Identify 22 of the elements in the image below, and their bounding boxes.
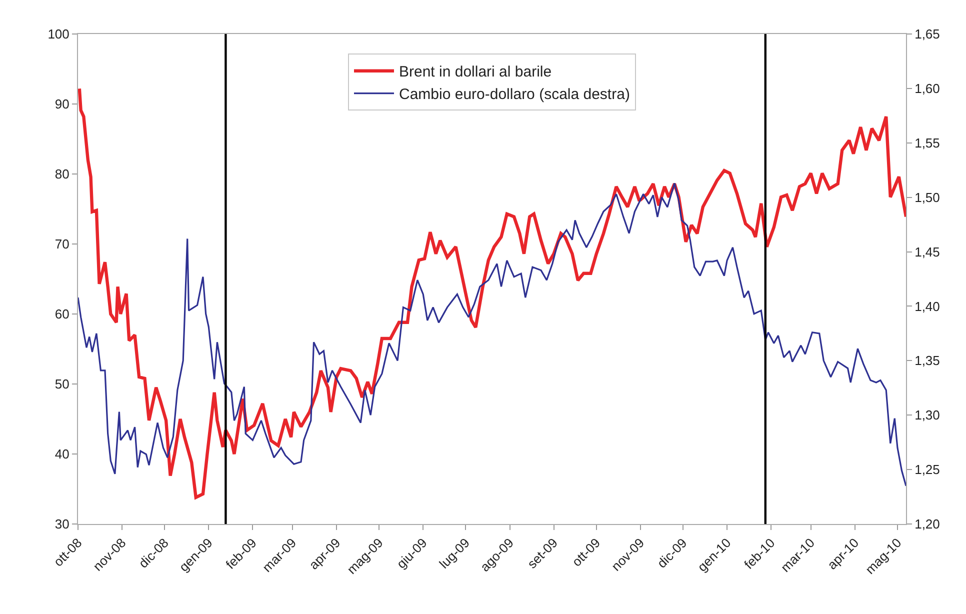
y2-tick-label: 1,65 [914,26,940,42]
y-tick-label: 100 [48,26,70,42]
legend-label: Cambio euro-dollaro (scala destra) [399,86,630,104]
y-tick-label: 60 [54,306,70,322]
y2-tick-label: 1,55 [914,135,940,150]
legend-label: Brent in dollari al barile [399,64,552,81]
line-series [78,87,906,499]
y2-tick-label: 1,30 [914,408,940,423]
y2-tick-label: 1,35 [914,353,940,368]
y-tick-label: 70 [54,236,70,252]
y2-tick-label: 1,40 [914,298,940,314]
y-tick-label: 30 [54,516,70,532]
y2-tick-label: 1,20 [914,516,940,532]
y2-tick-label: 1,50 [914,190,940,205]
y-tick-label: 90 [54,96,70,112]
y-tick-label: 40 [54,446,70,462]
y2-tick-label: 1,25 [914,462,940,478]
y-tick-label: 80 [54,166,70,182]
y2-tick-label: 1,45 [914,244,940,260]
line-series [78,182,906,487]
y2-tick-label: 1,60 [914,80,940,96]
y-tick-label: 50 [54,376,70,392]
